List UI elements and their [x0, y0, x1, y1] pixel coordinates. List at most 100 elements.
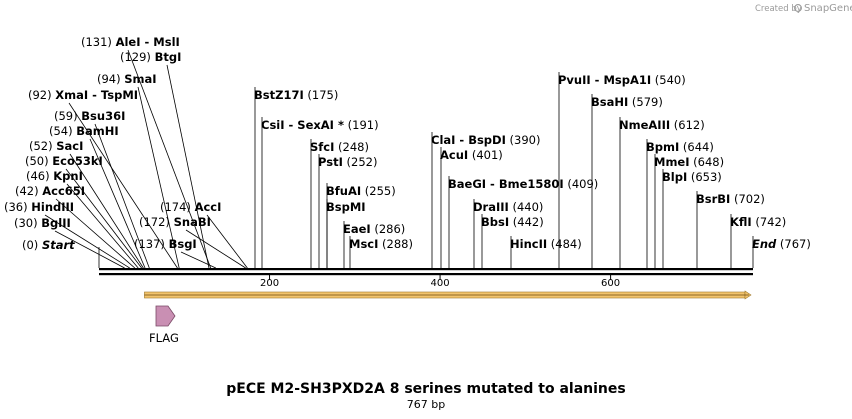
site-label-bsu36i[interactable]: (59) Bsu36I	[54, 109, 125, 123]
site-label-mmei[interactable]: MmeI (648)	[654, 155, 724, 169]
site-label-bglii[interactable]: (30) BglII	[14, 216, 71, 230]
site-name-bsrbi: BsrBI	[696, 192, 730, 206]
site-label-draiii[interactable]: DraIII (440)	[473, 200, 543, 214]
site-name-snabi: SnaBI	[174, 215, 211, 229]
site-label-msci[interactable]: MscI (288)	[349, 237, 413, 251]
cut-line-acci-15	[206, 214, 248, 269]
site-label-hincii[interactable]: HincII (484)	[510, 237, 582, 251]
site-pos-eco53ki: (50)	[25, 154, 52, 168]
site-pos-bbsi: (442)	[509, 215, 544, 229]
site-name-blpi: BlpI	[662, 170, 687, 184]
site-name-start: Start	[42, 238, 75, 252]
site-label-bsahi[interactable]: BsaHI (579)	[591, 95, 663, 109]
cut-line-bamhi-7	[89, 138, 146, 269]
site-label-csii-sexai[interactable]: CsiI - SexAI * (191)	[261, 118, 379, 132]
site-name-btgi: BtgI	[155, 50, 182, 64]
site-name-bsgi: BsgI	[169, 237, 197, 251]
site-name-kpni: KpnI	[53, 169, 83, 183]
site-label-bstz17i[interactable]: BstZ17I (175)	[254, 88, 338, 102]
site-label-alei-msli[interactable]: (131) AleI - MslI	[81, 35, 180, 49]
map-title: pECE M2-SH3PXD2A 8 serines mutated to al…	[226, 381, 625, 397]
cut-site-lines	[44, 49, 754, 269]
site-pos-baegi-bme1580i: (409)	[564, 177, 599, 191]
site-label-xmai-tspmi[interactable]: (92) XmaI - TspMI	[28, 88, 138, 102]
site-pos-btgi: (129)	[120, 50, 155, 64]
site-label-kpni[interactable]: (46) KpnI	[26, 169, 83, 183]
site-label-psti[interactable]: PstI (252)	[318, 155, 377, 169]
site-name-kfli: KflI	[730, 215, 752, 229]
map-length: 767 bp	[407, 398, 445, 411]
site-label-bfuai[interactable]: BfuAI (255)	[326, 184, 396, 198]
site-label-sfci[interactable]: SfcI (248)	[310, 140, 369, 154]
site-label-smai[interactable]: (94) SmaI	[97, 72, 157, 86]
site-pos-kpni: (46)	[26, 169, 53, 183]
site-name-clai-bspdi: ClaI - BspDI	[431, 133, 506, 147]
site-label-acui[interactable]: AcuI (401)	[440, 148, 503, 162]
site-name-bsahi: BsaHI	[591, 95, 628, 109]
cut-line-alei-msli-12	[127, 49, 212, 269]
feature-label-flag: FLAG	[149, 331, 179, 345]
cut-line-hindiii-2	[44, 214, 130, 269]
site-name-draiii: DraIII	[473, 200, 509, 214]
snapgene-logo-icon	[794, 4, 802, 12]
site-label-eaei[interactable]: EaeI (286)	[343, 222, 405, 236]
cut-line-smai-10	[137, 86, 180, 269]
cut-line-kpni-4	[66, 183, 139, 269]
cut-line-bsu36i-8	[94, 123, 150, 269]
site-name-csii-sexai: CsiI - SexAI *	[261, 118, 344, 132]
site-name-hincii: HincII	[510, 237, 547, 251]
cut-line-btgi-11	[166, 64, 210, 269]
site-name-bamhi: BamHI	[76, 124, 118, 138]
site-name-nmeaiii: NmeAIII	[619, 118, 670, 132]
site-label-saci[interactable]: (52) SacI	[29, 139, 83, 153]
site-label-pvuii-mspa1i[interactable]: PvuII - MspA1I (540)	[558, 73, 686, 87]
feature-bar-sh3pxd2a[interactable]	[144, 290, 752, 300]
site-label-clai-bspdi[interactable]: ClaI - BspDI (390)	[431, 133, 540, 147]
site-name-smai: SmaI	[124, 72, 156, 86]
site-label-bpmi[interactable]: BpmI (644)	[646, 140, 714, 154]
site-label-kfli[interactable]: KflI (742)	[730, 215, 786, 229]
site-pos-hincii: (484)	[547, 237, 582, 251]
feature-flag-arrow[interactable]	[155, 305, 176, 327]
site-name-hindiii: HindIII	[31, 200, 74, 214]
site-label-eco53ki[interactable]: (50) Eco53kI	[25, 154, 103, 168]
site-label-blpi[interactable]: BlpI (653)	[662, 170, 722, 184]
site-name-bglii: BglII	[41, 216, 71, 230]
site-pos-end: (767)	[776, 237, 811, 251]
site-pos-pvuii-mspa1i: (540)	[651, 73, 686, 87]
site-label-bsrbi[interactable]: BsrBI (702)	[696, 192, 765, 206]
site-label-btgi[interactable]: (129) BtgI	[120, 50, 181, 64]
site-pos-hindiii: (36)	[4, 200, 31, 214]
site-label-bamhi[interactable]: (54) BamHI	[49, 124, 119, 138]
site-pos-snabi: (172)	[139, 215, 174, 229]
site-pos-bsu36i: (59)	[54, 109, 81, 123]
site-name-bsu36i: Bsu36I	[81, 109, 125, 123]
site-label-hindiii[interactable]: (36) HindIII	[4, 200, 74, 214]
site-label-nmeaiii[interactable]: NmeAIII (612)	[619, 118, 705, 132]
site-pos-psti: (252)	[343, 155, 378, 169]
site-label-bsgi[interactable]: (137) BsgI	[134, 237, 197, 251]
site-label-snabi[interactable]: (172) SnaBI	[139, 215, 211, 229]
site-pos-mmei: (648)	[690, 155, 725, 169]
site-name-bspmi: BspMI	[326, 200, 366, 214]
site-pos-bamhi: (54)	[49, 124, 76, 138]
site-label-bspmi[interactable]: BspMI	[326, 200, 366, 214]
site-name-bfuai: BfuAI	[326, 184, 361, 198]
site-name-eaei: EaeI	[343, 222, 371, 236]
site-pos-bfuai: (255)	[361, 184, 396, 198]
ruler-label-200: 200	[260, 278, 279, 289]
site-label-bbsi[interactable]: BbsI (442)	[481, 215, 544, 229]
site-name-pvuii-mspa1i: PvuII - MspA1I	[558, 73, 651, 87]
site-label-baegi-bme1580i[interactable]: BaeGI - Bme1580I (409)	[448, 177, 598, 191]
site-label-end[interactable]: End (767)	[752, 237, 811, 251]
site-pos-clai-bspdi: (390)	[506, 133, 541, 147]
site-label-start[interactable]: (0) Start	[22, 238, 75, 252]
cut-line-snabi-14	[185, 229, 246, 269]
site-pos-acc65i: (42)	[15, 184, 42, 198]
site-label-acci[interactable]: (174) AccI	[160, 200, 221, 214]
snapgene-credit: Created by	[755, 4, 802, 14]
site-pos-bglii: (30)	[14, 216, 41, 230]
site-name-eco53ki: Eco53kI	[52, 154, 103, 168]
site-label-acc65i[interactable]: (42) Acc65I	[15, 184, 85, 198]
site-name-bbsi: BbsI	[481, 215, 509, 229]
